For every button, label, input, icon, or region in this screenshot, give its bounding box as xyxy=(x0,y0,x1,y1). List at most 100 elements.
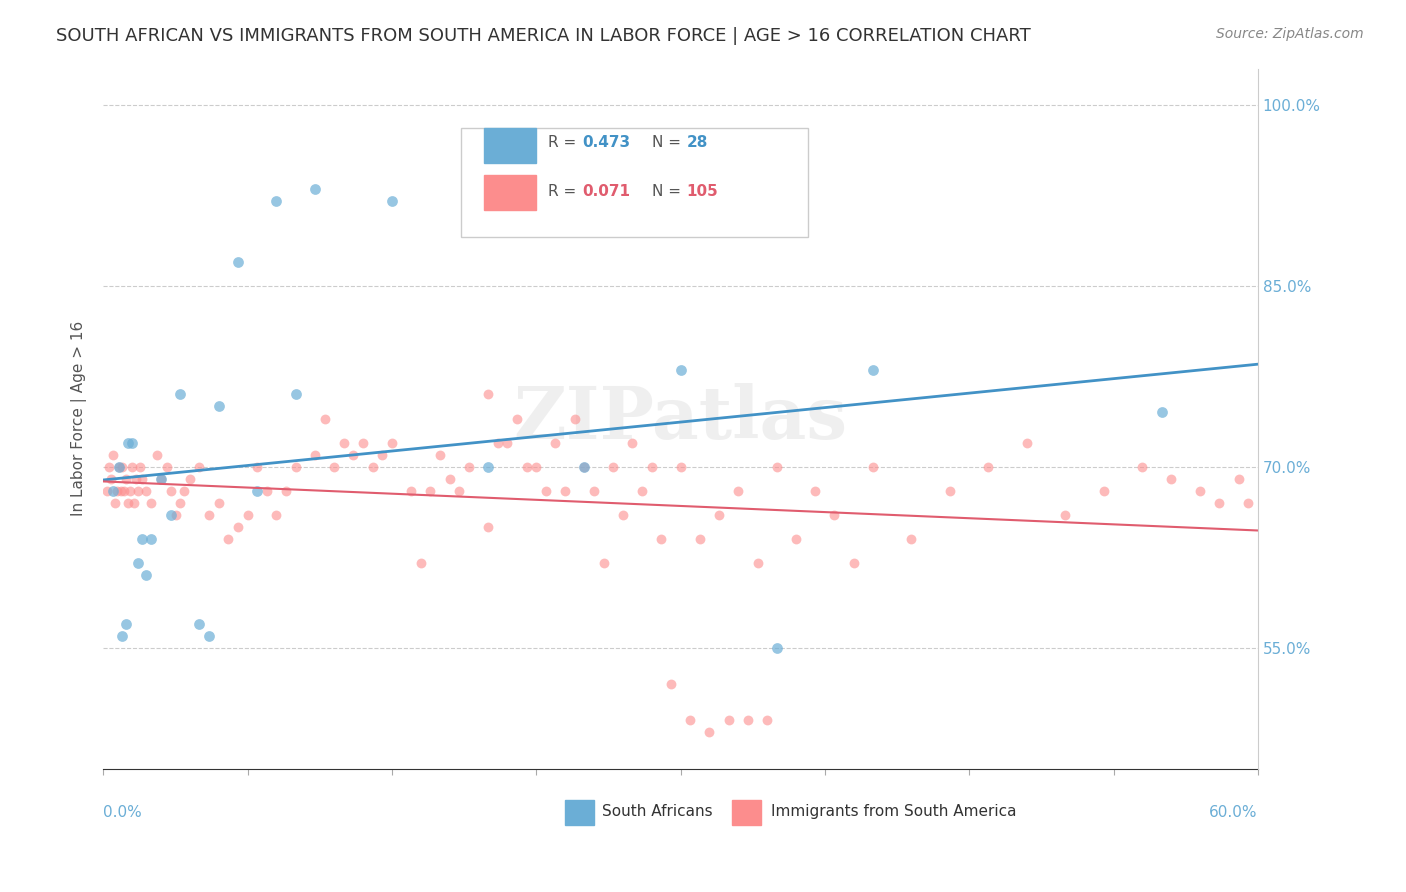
Point xyxy=(1160,472,1182,486)
Point xyxy=(236,508,259,522)
Point xyxy=(105,483,128,498)
Point xyxy=(612,508,634,522)
Point xyxy=(631,483,654,498)
Point xyxy=(449,483,471,498)
Point xyxy=(862,363,884,377)
Point xyxy=(314,411,336,425)
Point xyxy=(765,459,787,474)
Text: SOUTH AFRICAN VS IMMIGRANTS FROM SOUTH AMERICA IN LABOR FORCE | AGE > 16 CORRELA: SOUTH AFRICAN VS IMMIGRANTS FROM SOUTH A… xyxy=(56,27,1031,45)
Point xyxy=(1189,483,1212,498)
Y-axis label: In Labor Force | Age > 16: In Labor Force | Age > 16 xyxy=(72,321,87,516)
Point xyxy=(332,435,354,450)
Point xyxy=(104,496,127,510)
Point xyxy=(117,496,139,510)
Point xyxy=(1237,496,1260,510)
Point xyxy=(1150,405,1173,419)
Point xyxy=(554,483,576,498)
Point xyxy=(977,459,1000,474)
Point xyxy=(141,533,163,547)
Point xyxy=(101,483,124,498)
Point xyxy=(824,508,846,522)
Point xyxy=(179,472,201,486)
Point xyxy=(582,483,605,498)
Point xyxy=(146,448,169,462)
Point xyxy=(266,194,288,209)
Point xyxy=(544,435,567,450)
Point xyxy=(574,459,596,474)
Text: 0.071: 0.071 xyxy=(582,184,630,199)
Point xyxy=(1227,472,1250,486)
Text: ZIPatlas: ZIPatlas xyxy=(513,383,848,454)
Point xyxy=(516,459,538,474)
Point xyxy=(173,483,195,498)
Point xyxy=(110,483,132,498)
Point xyxy=(120,483,142,498)
Point xyxy=(135,483,157,498)
Point xyxy=(699,725,721,739)
Point xyxy=(669,459,692,474)
Point xyxy=(115,472,138,486)
Point xyxy=(900,533,922,547)
Point xyxy=(274,483,297,498)
Point xyxy=(429,448,451,462)
Point xyxy=(149,472,172,486)
Point xyxy=(107,459,129,474)
Point xyxy=(284,387,307,401)
Point xyxy=(217,533,239,547)
Point xyxy=(399,483,422,498)
Point xyxy=(112,483,135,498)
Point xyxy=(323,459,346,474)
Point xyxy=(621,435,644,450)
Point xyxy=(707,508,730,522)
Point xyxy=(1208,496,1230,510)
Point xyxy=(98,459,121,474)
Point xyxy=(409,557,432,571)
Point xyxy=(574,459,596,474)
Point xyxy=(246,483,269,498)
Point xyxy=(128,459,150,474)
Point xyxy=(165,508,187,522)
Point xyxy=(804,483,827,498)
Bar xyxy=(484,128,536,163)
Point xyxy=(371,448,394,462)
Point xyxy=(226,254,249,268)
Point xyxy=(756,713,779,727)
Point xyxy=(256,483,278,498)
Point xyxy=(477,459,499,474)
Text: 28: 28 xyxy=(686,135,707,150)
Text: R =: R = xyxy=(548,135,581,150)
Point xyxy=(100,472,122,486)
Point xyxy=(131,472,153,486)
Point xyxy=(477,520,499,534)
Point xyxy=(96,483,118,498)
Point xyxy=(496,435,519,450)
Point xyxy=(457,459,479,474)
Point xyxy=(198,508,221,522)
Point xyxy=(862,459,884,474)
Text: 0.0%: 0.0% xyxy=(103,805,142,820)
Point xyxy=(107,459,129,474)
Point xyxy=(304,182,326,196)
Point xyxy=(659,677,682,691)
Point xyxy=(717,713,740,727)
Point xyxy=(381,194,404,209)
Point xyxy=(127,483,149,498)
Point xyxy=(208,400,231,414)
Point xyxy=(131,533,153,547)
Point xyxy=(1054,508,1077,522)
Point xyxy=(602,459,624,474)
Bar xyxy=(484,175,536,210)
Point xyxy=(747,557,769,571)
Point xyxy=(486,435,509,450)
Text: R =: R = xyxy=(548,184,581,199)
Point xyxy=(121,435,143,450)
Bar xyxy=(733,800,762,824)
FancyBboxPatch shape xyxy=(461,128,807,236)
Point xyxy=(122,496,145,510)
Point xyxy=(939,483,962,498)
Point xyxy=(117,435,139,450)
Point xyxy=(650,533,672,547)
Point xyxy=(679,713,702,727)
Point xyxy=(169,387,191,401)
Point xyxy=(439,472,461,486)
